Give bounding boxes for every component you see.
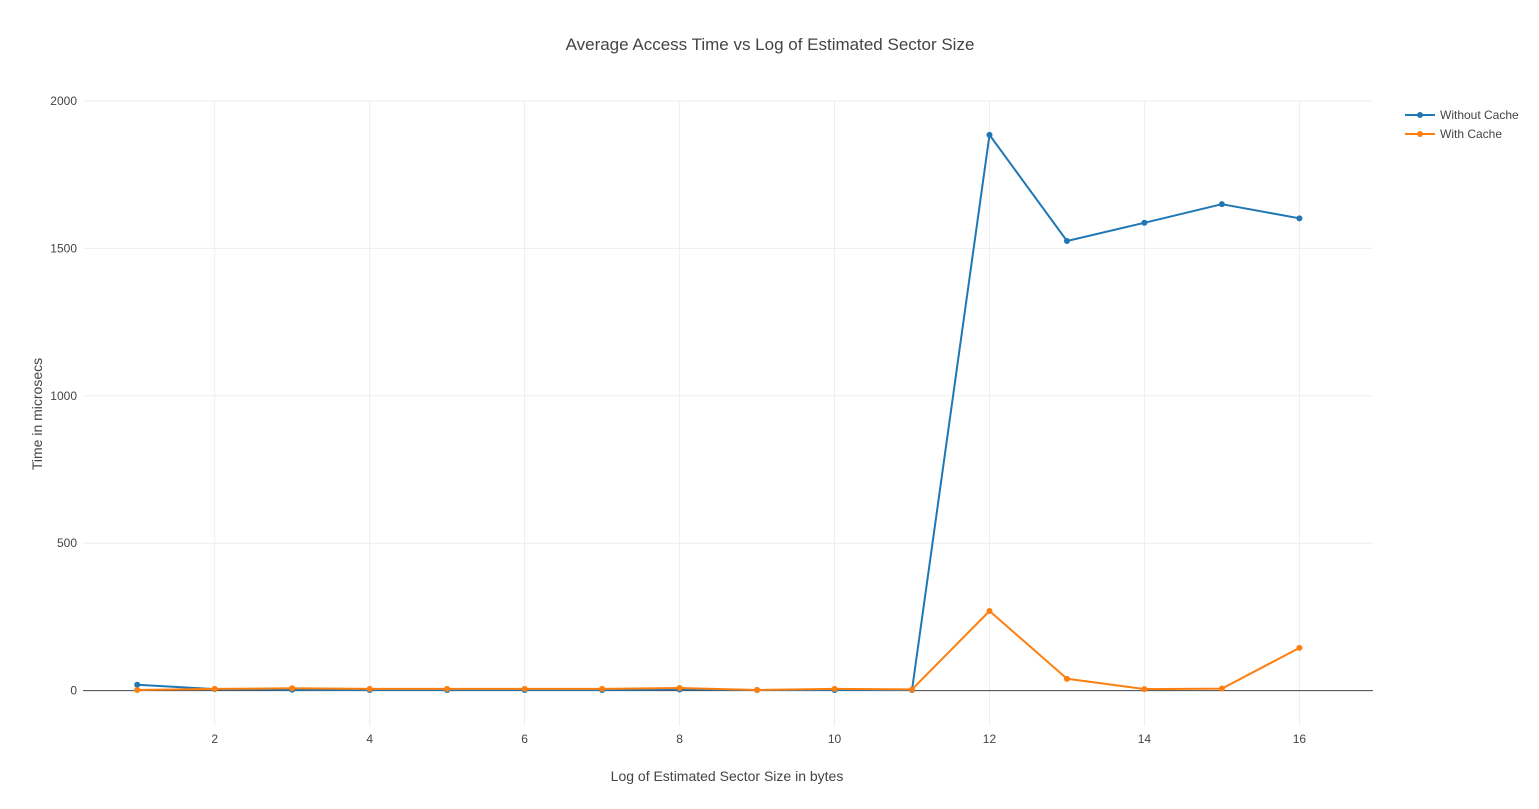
data-point bbox=[754, 687, 761, 694]
data-point bbox=[134, 681, 141, 688]
series-line bbox=[137, 610, 1300, 691]
y-tick-label: 2000 bbox=[50, 94, 77, 108]
legend-item[interactable]: Without Cache bbox=[1405, 108, 1519, 122]
y-axis-ticks: 0 500 1000 1500 2000 bbox=[50, 94, 77, 698]
x-tick-label: 12 bbox=[983, 732, 997, 746]
x-tick-label: 10 bbox=[828, 732, 842, 746]
series-1 bbox=[134, 608, 1303, 694]
data-point bbox=[444, 685, 451, 692]
data-point bbox=[1296, 215, 1303, 222]
data-point bbox=[289, 685, 296, 692]
data-point bbox=[831, 685, 838, 692]
data-point bbox=[1141, 219, 1148, 226]
data-point bbox=[134, 687, 141, 694]
y-tick-label: 500 bbox=[57, 536, 77, 550]
legend-swatch-marker bbox=[1417, 112, 1423, 118]
legend-swatch-marker bbox=[1417, 131, 1423, 137]
data-point bbox=[1296, 644, 1303, 651]
x-axis-title: Log of Estimated Sector Size in bytes bbox=[611, 768, 844, 784]
x-tick-label: 4 bbox=[366, 732, 373, 746]
legend-label: With Cache bbox=[1440, 127, 1502, 141]
data-point bbox=[1218, 685, 1225, 692]
data-point bbox=[366, 685, 373, 692]
x-axis-ticks: 2 4 6 8 10 12 14 16 bbox=[211, 732, 1306, 746]
series-line bbox=[137, 133, 1300, 691]
data-point bbox=[986, 608, 993, 615]
data-point bbox=[1063, 238, 1070, 245]
x-tick-label: 2 bbox=[211, 732, 218, 746]
y-tick-label: 0 bbox=[70, 684, 77, 698]
x-tick-label: 14 bbox=[1138, 732, 1152, 746]
data-point bbox=[909, 686, 916, 693]
legend-label: Without Cache bbox=[1440, 108, 1519, 122]
y-tick-label: 1000 bbox=[50, 389, 77, 403]
data-point bbox=[1141, 686, 1148, 693]
x-tick-label: 16 bbox=[1293, 732, 1307, 746]
data-point bbox=[1063, 675, 1070, 682]
data-point bbox=[676, 684, 683, 691]
gridlines bbox=[83, 100, 1373, 726]
x-tick-label: 6 bbox=[521, 732, 528, 746]
series-0 bbox=[134, 131, 1303, 694]
series-layer bbox=[134, 131, 1303, 694]
legend-item[interactable]: With Cache bbox=[1405, 127, 1502, 141]
data-point bbox=[1218, 201, 1225, 208]
data-point bbox=[521, 685, 528, 692]
y-axis-title: Time in microsecs bbox=[29, 358, 45, 470]
x-tick-label: 8 bbox=[676, 732, 683, 746]
data-point bbox=[211, 685, 218, 692]
data-point bbox=[599, 685, 606, 692]
legend[interactable]: Without Cache With Cache bbox=[1405, 108, 1519, 141]
chart-title: Average Access Time vs Log of Estimated … bbox=[566, 35, 975, 54]
y-tick-label: 1500 bbox=[50, 241, 77, 255]
data-point bbox=[986, 131, 993, 138]
